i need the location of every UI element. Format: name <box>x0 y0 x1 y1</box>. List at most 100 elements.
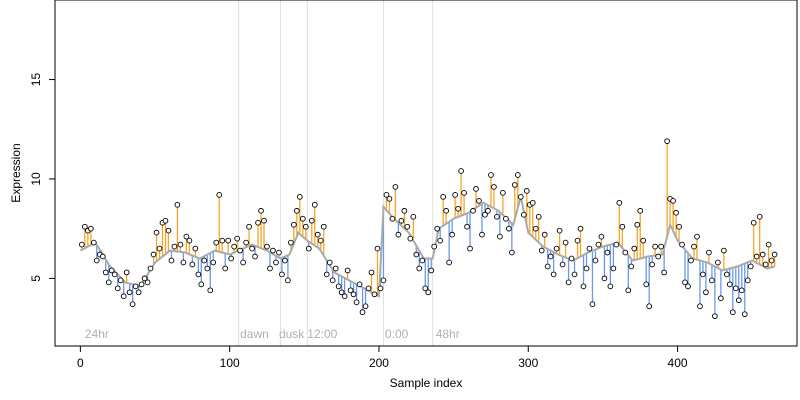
data-point <box>661 269 667 276</box>
data-point <box>467 245 473 252</box>
data-point <box>389 215 396 222</box>
data-point <box>562 239 569 246</box>
data-point <box>664 138 670 145</box>
data-point <box>738 287 745 294</box>
data-point <box>616 199 623 206</box>
data-point <box>410 213 417 220</box>
data-point <box>207 287 214 294</box>
data-point <box>640 237 647 244</box>
data-point <box>544 263 551 270</box>
data-point <box>631 245 638 252</box>
data-point <box>538 247 545 254</box>
data-point <box>741 311 748 318</box>
data-point <box>568 255 575 262</box>
data-point <box>643 281 650 288</box>
data-point <box>488 172 494 178</box>
data-point <box>508 249 515 256</box>
data-point <box>652 243 659 250</box>
data-point <box>574 237 581 244</box>
data-point <box>401 207 408 214</box>
data-point <box>434 225 441 232</box>
data-point <box>607 283 614 290</box>
data-point <box>117 277 124 284</box>
data-point <box>240 259 246 266</box>
data-point <box>270 247 276 254</box>
data-point <box>344 267 351 274</box>
region-label: 0:00 <box>385 327 409 341</box>
data-point <box>87 225 94 232</box>
data-point <box>589 301 596 308</box>
data-point <box>506 225 512 232</box>
data-point <box>183 233 190 240</box>
x-tick-label: 0 <box>77 356 84 370</box>
data-point <box>311 201 318 208</box>
data-point <box>210 259 217 266</box>
data-point <box>114 285 121 292</box>
data-point <box>577 225 584 232</box>
data-point <box>601 275 608 282</box>
data-point <box>732 285 739 292</box>
data-point <box>494 213 500 220</box>
data-point <box>111 271 118 278</box>
data-point <box>694 233 700 240</box>
data-point <box>123 269 130 276</box>
data-point <box>604 249 611 256</box>
data-point <box>679 241 685 248</box>
data-point <box>192 245 199 252</box>
data-point <box>726 281 733 288</box>
data-point <box>317 237 324 244</box>
data-point <box>634 221 641 228</box>
data-point <box>685 283 691 290</box>
x-tick-label: 300 <box>518 356 538 370</box>
data-point <box>296 194 303 200</box>
x-axis: 0 100 200 300 400 <box>77 345 688 370</box>
data-point <box>771 251 778 258</box>
data-point <box>511 182 518 188</box>
data-point <box>625 287 632 294</box>
data-point <box>105 279 112 286</box>
data-point <box>252 253 258 260</box>
data-point <box>747 263 754 270</box>
data-point <box>646 303 653 310</box>
data-point <box>126 289 133 296</box>
data-point <box>156 245 163 252</box>
data-point <box>261 217 267 224</box>
data-point <box>703 289 709 296</box>
data-point <box>282 257 288 264</box>
data-point <box>338 289 345 296</box>
data-point <box>598 233 605 240</box>
data-point <box>377 285 384 292</box>
data-point <box>305 245 312 252</box>
data-point <box>195 271 202 278</box>
data-point <box>729 309 736 316</box>
data-point <box>323 271 330 278</box>
data-point <box>610 265 617 272</box>
data-point <box>82 223 88 230</box>
data-point <box>744 277 751 284</box>
data-point <box>497 233 503 240</box>
data-point <box>622 249 629 256</box>
data-point <box>365 285 372 292</box>
region-label: 48hr <box>436 327 460 341</box>
data-point <box>709 277 715 284</box>
data-point <box>99 253 106 260</box>
observed-points <box>79 138 778 320</box>
data-point <box>720 247 727 254</box>
data-point <box>682 279 688 286</box>
data-point <box>700 271 706 278</box>
data-point <box>374 245 381 252</box>
data-point <box>470 207 476 214</box>
x-tick-label: 200 <box>369 356 389 370</box>
data-point <box>514 172 521 178</box>
region-label: 12:00 <box>307 327 337 341</box>
data-point <box>419 257 426 264</box>
data-point <box>267 265 273 272</box>
data-point <box>150 251 157 258</box>
data-point <box>353 299 360 306</box>
data-point <box>326 259 333 266</box>
data-point <box>529 199 536 206</box>
data-point <box>362 303 369 310</box>
data-point <box>473 186 479 192</box>
data-point <box>225 237 232 244</box>
data-point <box>279 271 285 278</box>
